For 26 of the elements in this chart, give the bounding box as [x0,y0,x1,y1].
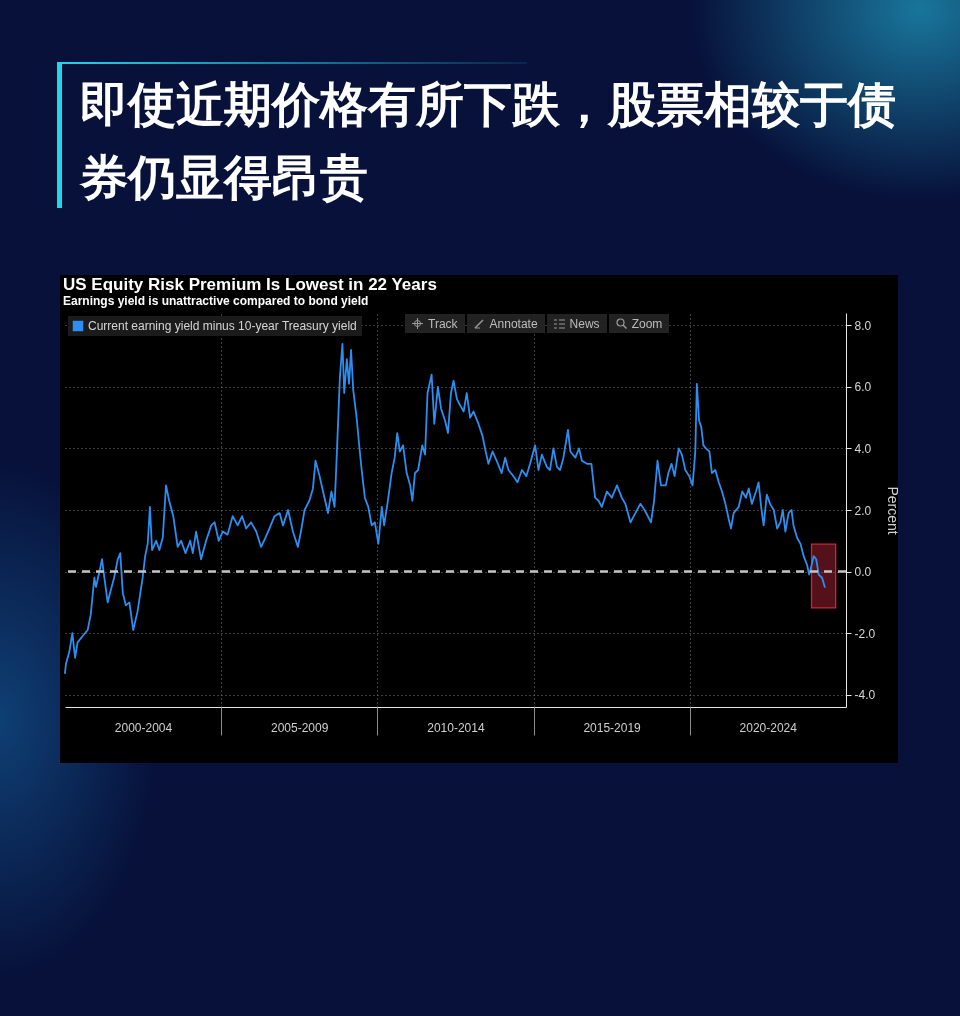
y-tick-label: 2.0 [854,503,872,518]
legend-label: Current earning yield minus 10-year Treasury yield [88,319,357,333]
y-axis-title: Percent [885,486,902,535]
y-tick-label: 6.0 [854,380,872,395]
x-tick-label: 2010-2014 [427,720,485,735]
annotation: Zoom [631,316,663,331]
y-tick-label: 0.0 [854,565,872,580]
y-tick-label: -2.0 [854,626,876,641]
toolbar-button: Zoom [608,314,670,333]
x-tick-label: 2000-2004 [114,720,173,735]
y-tick-label: 8.0 [854,318,872,333]
x-tick-label: 2015-2019 [583,720,642,735]
y-tick-label: -4.0 [854,688,876,703]
y-tick-label: 4.0 [854,441,872,456]
annotation: Annotate [489,316,538,331]
x-tick-label: 2020-2024 [739,720,798,735]
toolbar-button: News [546,314,607,333]
annotation: Track [428,316,458,331]
line-series [64,342,826,675]
annotation: News [569,316,600,331]
toolbar-button: Track [405,314,465,333]
chart-subtitle: US Equity Risk Premium Is Lowest in 22 Years [63,275,437,295]
toolbar-button: Annotate [466,314,545,333]
text: Earnings yield is unattractive compared to bond yield [63,294,369,308]
chart-title: 即使近期价格有所下跌，股票相较于债券仍显得昂贵 [80,76,897,207]
x-tick-label: 2005-2009 [270,720,329,735]
